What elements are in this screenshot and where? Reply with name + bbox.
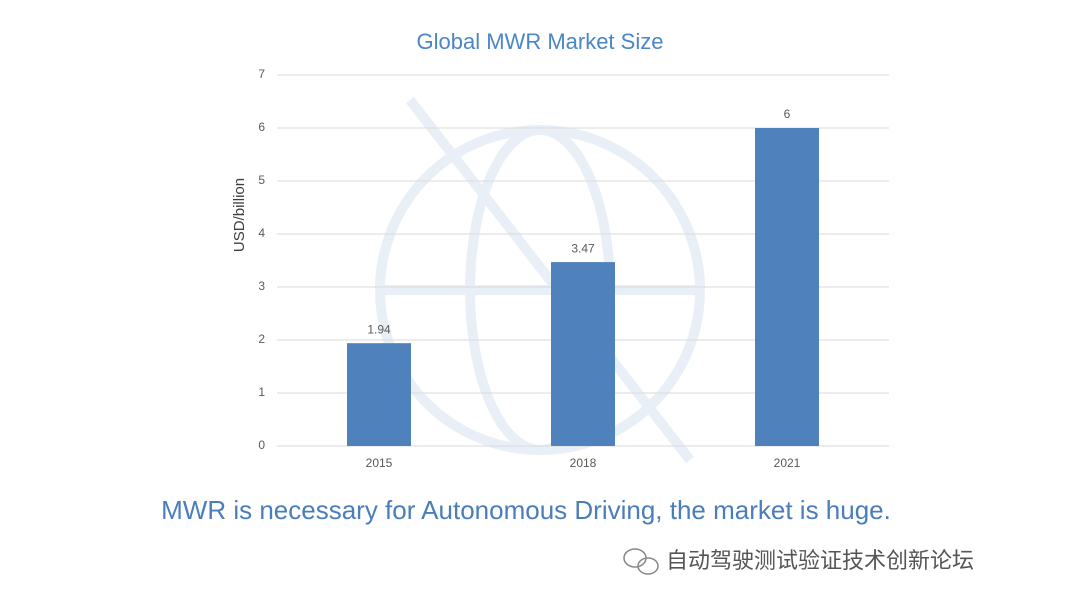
y-tick-label: 5	[258, 173, 265, 187]
chart-title: Global MWR Market Size	[417, 29, 664, 54]
caption: MWR is necessary for Autonomous Driving,…	[161, 495, 891, 525]
plot-area: 0 1 2 3 4 5 6 7 2015 1.94 2018 3.47 2021 6	[258, 67, 889, 470]
y-tick-label: 0	[258, 438, 265, 452]
y-tick-label: 2	[258, 332, 265, 346]
data-label: 1.94	[367, 322, 391, 336]
y-axis-label: USD/billion	[231, 178, 248, 252]
x-tick-label: 2021	[774, 456, 801, 470]
itu-logo-watermark	[375, 96, 705, 464]
data-label: 3.47	[571, 241, 595, 255]
x-tick-label: 2018	[570, 456, 597, 470]
x-tick-label: 2015	[366, 456, 393, 470]
watermark-text: 自动驾驶测试验证技术创新论坛	[666, 548, 974, 573]
bar	[755, 128, 819, 446]
data-label: 6	[784, 107, 791, 121]
y-tick-label: 6	[258, 120, 265, 134]
bar	[347, 343, 411, 446]
wechat-icon	[623, 548, 659, 575]
y-tick-label: 3	[258, 279, 265, 293]
bar	[551, 262, 615, 446]
y-tick-label: 4	[258, 226, 265, 240]
y-tick-label: 7	[258, 67, 265, 81]
y-tick-label: 1	[258, 385, 265, 399]
